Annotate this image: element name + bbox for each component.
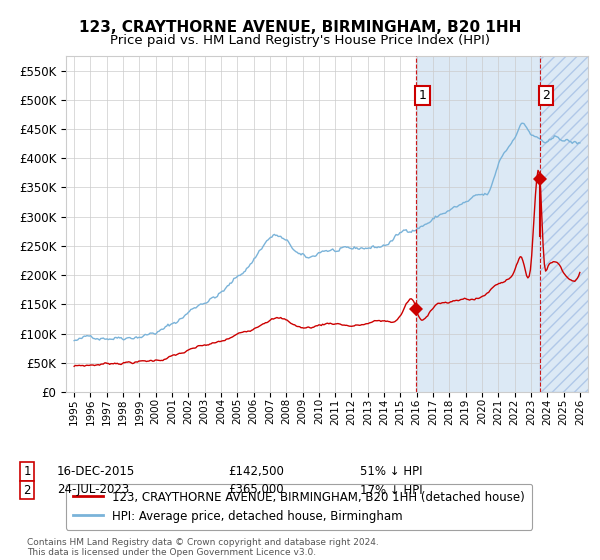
Text: Price paid vs. HM Land Registry's House Price Index (HPI): Price paid vs. HM Land Registry's House … (110, 34, 490, 46)
Bar (540, 56, 590, 392)
Text: 123, CRAYTHORNE AVENUE, BIRMINGHAM, B20 1HH: 123, CRAYTHORNE AVENUE, BIRMINGHAM, B20 … (79, 20, 521, 35)
Text: 51% ↓ HPI: 51% ↓ HPI (360, 465, 422, 478)
Text: 16-DEC-2015: 16-DEC-2015 (57, 465, 135, 478)
Text: Contains HM Land Registry data © Crown copyright and database right 2024.
This d: Contains HM Land Registry data © Crown c… (27, 538, 379, 557)
Text: 2: 2 (542, 88, 550, 102)
Text: 1: 1 (23, 465, 31, 478)
Bar (416, 56, 590, 392)
Legend: 123, CRAYTHORNE AVENUE, BIRMINGHAM, B20 1HH (detached house), HPI: Average price: 123, CRAYTHORNE AVENUE, BIRMINGHAM, B20 … (66, 484, 532, 530)
Text: £365,000: £365,000 (228, 483, 284, 497)
Text: 1: 1 (419, 88, 427, 102)
Text: 17% ↓ HPI: 17% ↓ HPI (360, 483, 422, 497)
Text: 2: 2 (23, 483, 31, 497)
Text: 24-JUL-2023: 24-JUL-2023 (57, 483, 129, 497)
Text: £142,500: £142,500 (228, 465, 284, 478)
